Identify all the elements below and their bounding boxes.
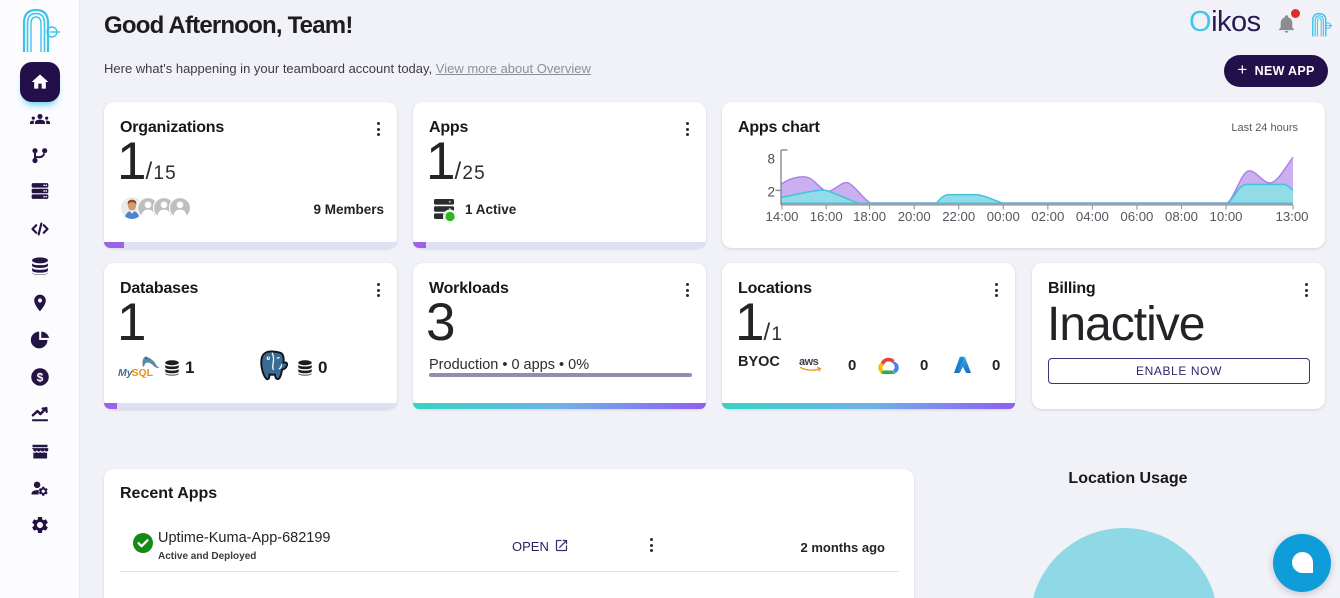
- svg-text:08:00: 08:00: [1165, 209, 1198, 224]
- svg-text:10:00: 10:00: [1209, 209, 1242, 224]
- svg-text:14:00: 14:00: [765, 209, 798, 224]
- svg-text:04:00: 04:00: [1076, 209, 1109, 224]
- svg-text:2: 2: [767, 185, 775, 200]
- svg-text:My: My: [118, 367, 134, 379]
- svg-text:18:00: 18:00: [853, 209, 886, 224]
- svg-text:SQL: SQL: [132, 367, 154, 379]
- svg-text:20:00: 20:00: [898, 209, 931, 224]
- svg-text:16:00: 16:00: [810, 209, 843, 224]
- svg-text:aws: aws: [799, 356, 819, 368]
- svg-text:02:00: 02:00: [1031, 209, 1064, 224]
- svg-text:00:00: 00:00: [987, 209, 1020, 224]
- svg-text:$: $: [37, 370, 44, 384]
- svg-text:8: 8: [767, 152, 775, 167]
- svg-text:22:00: 22:00: [942, 209, 975, 224]
- svg-text:13:00: 13:00: [1275, 209, 1308, 224]
- svg-text:06:00: 06:00: [1120, 209, 1153, 224]
